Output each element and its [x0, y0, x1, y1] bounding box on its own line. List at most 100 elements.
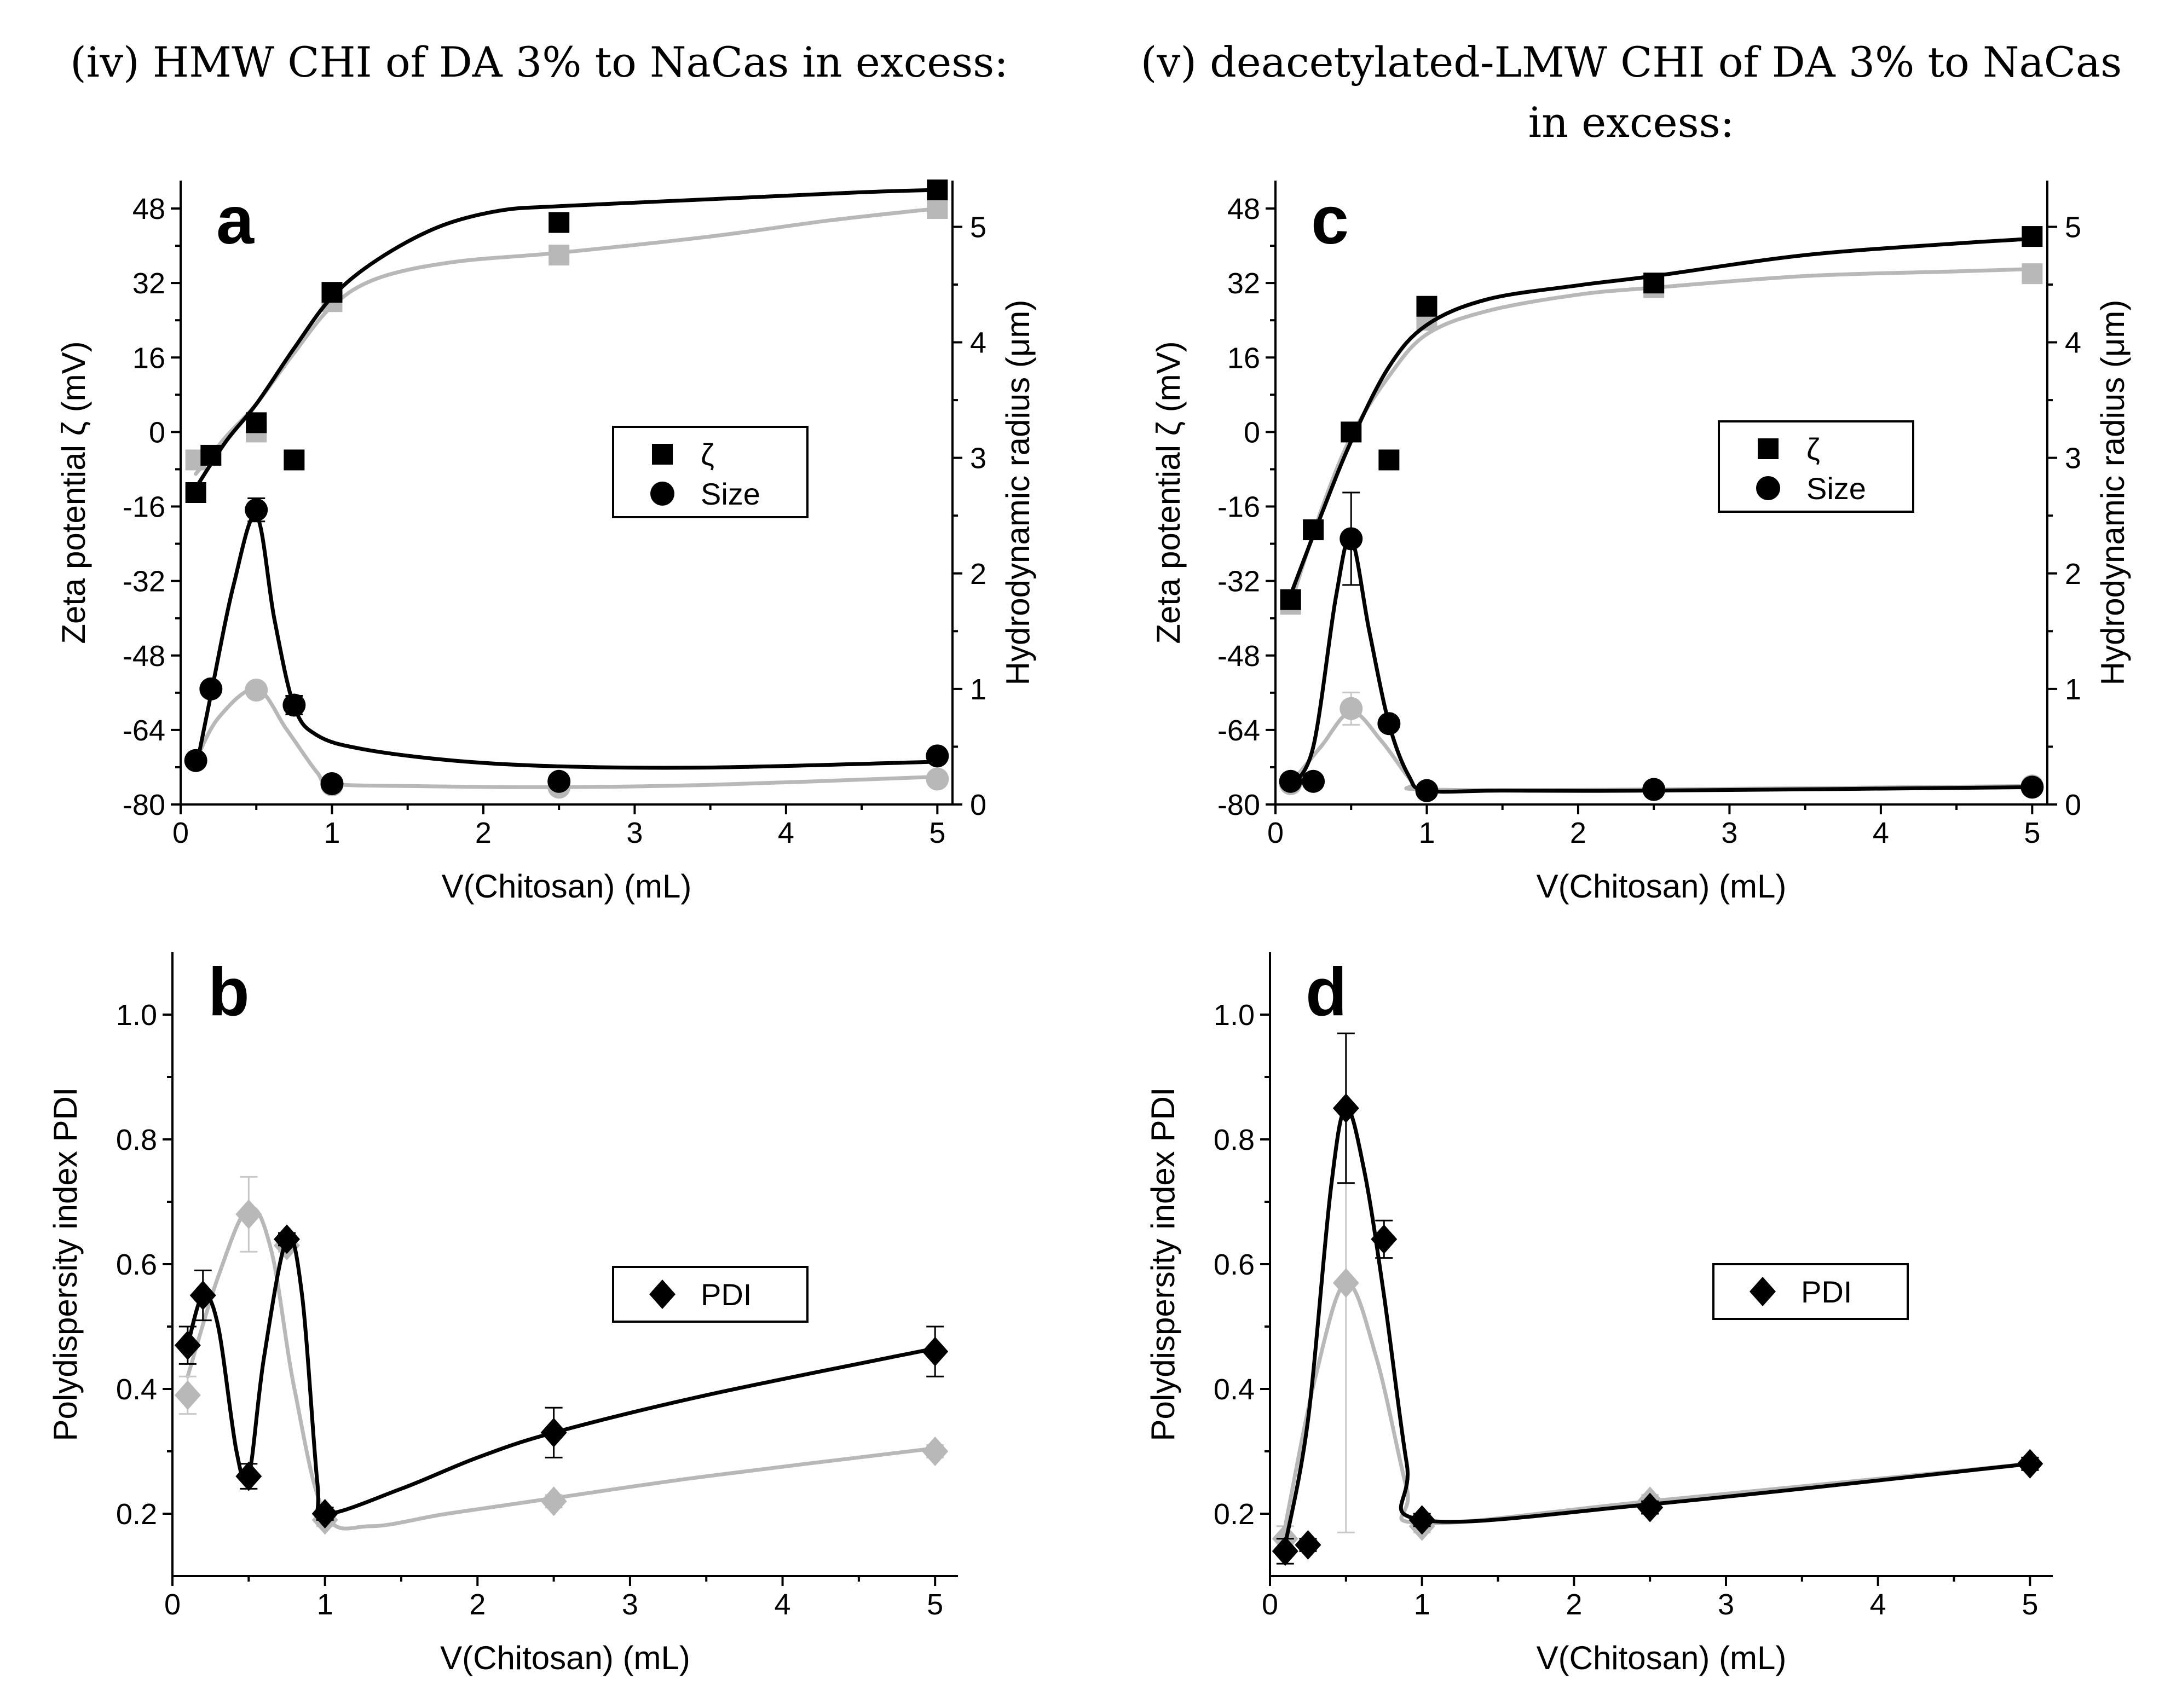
data-point-diamond [1371, 1224, 1398, 1254]
y-tick-label: -32 [123, 565, 165, 598]
y-tick-label: -48 [123, 640, 165, 673]
series-square-light [185, 198, 948, 476]
data-point-diamond [922, 1336, 949, 1367]
y-tick-label: 0.4 [116, 1373, 157, 1406]
x-tick-label: 2 [475, 817, 492, 849]
data-point-square [1643, 273, 1665, 294]
data-point-circle [1415, 779, 1439, 802]
legend-box [1718, 420, 1914, 513]
y-tick-label: 48 [1227, 193, 1260, 225]
x-tick-label: 3 [1718, 1588, 1734, 1621]
y2-tick-label: 4 [970, 327, 986, 360]
data-point-diamond [1272, 1536, 1298, 1566]
y2-tick-label: 2 [970, 558, 986, 590]
legend: PDI [1712, 1263, 1909, 1320]
data-point-square [185, 482, 206, 503]
y-tick-label: 32 [1227, 267, 1260, 300]
y-tick-label: 0.4 [1214, 1373, 1255, 1406]
data-point-circle [245, 498, 268, 522]
series-line [1289, 710, 2034, 792]
y-axis-label: Zeta potential ζ (mV) [1150, 341, 1187, 644]
series-line [1283, 1106, 2032, 1547]
data-point-circle [1340, 527, 1363, 551]
data-point-square [246, 412, 267, 433]
data-point-diamond [235, 1199, 262, 1229]
y2-tick-label: 4 [2065, 327, 2081, 360]
y2-tick-label: 3 [970, 442, 986, 475]
x-tick-label: 5 [927, 1588, 943, 1621]
data-point-circle [926, 767, 949, 791]
x-tick-label: 4 [778, 817, 794, 849]
x-axis-label: V(Chitosan) (mL) [1537, 1640, 1787, 1676]
x-tick-label: 3 [626, 817, 643, 849]
y-tick-label: -80 [1217, 789, 1260, 821]
x-tick-label: 5 [929, 817, 945, 849]
x-axis-label: V(Chitosan) (mL) [1537, 868, 1787, 905]
x-tick-label: 5 [2022, 1588, 2038, 1621]
y-tick-label: 16 [1227, 341, 1260, 374]
legend-box [612, 426, 809, 518]
data-point-diamond [235, 1461, 262, 1491]
x-tick-label: 5 [2024, 817, 2040, 849]
data-point-square [284, 449, 305, 471]
legend-label: PDI [1801, 1275, 1852, 1309]
y-tick-label: 32 [132, 267, 165, 300]
x-tick-label: 0 [172, 817, 189, 849]
legend: ζ Size [612, 426, 809, 518]
data-point-square [2022, 226, 2043, 247]
data-point-square [927, 198, 948, 219]
y2-axis-label: Hydrodynamic radius (μm) [2094, 300, 2131, 686]
data-point-circle [1377, 712, 1401, 736]
data-point-diamond [273, 1224, 300, 1254]
y-axis-label: Zeta potential ζ (mV) [55, 341, 92, 644]
title-left: (iv) HMW CHI of DA 3% to NaCas in excess… [70, 38, 1008, 86]
data-point-circle [320, 772, 344, 795]
y2-axis-label: Hydrodynamic radius (μm) [1000, 300, 1036, 686]
legend-label: ζ [1806, 432, 1820, 466]
y-tick-label: 0.8 [1214, 1124, 1255, 1156]
y2-tick-label: 1 [970, 673, 986, 706]
data-point-diamond [311, 1499, 338, 1528]
title-right-line2: in excess: [1528, 98, 1734, 147]
x-tick-label: 0 [1262, 1588, 1278, 1621]
data-point-diamond [1295, 1530, 1321, 1560]
series-diamond-dark [1272, 1032, 2043, 1566]
y-tick-label: 1.0 [1214, 999, 1255, 1032]
x-axis-label: V(Chitosan) (mL) [442, 868, 692, 905]
data-point-circle [1642, 778, 1666, 801]
series-diamond-dark [174, 1224, 949, 1528]
x-axis-label: V(Chitosan) (mL) [440, 1640, 690, 1676]
data-point-circle [245, 679, 268, 702]
y-tick-label: -16 [123, 491, 165, 524]
x-tick-label: 2 [469, 1588, 486, 1621]
data-point-diamond [540, 1417, 567, 1448]
data-point-diamond [174, 1330, 201, 1360]
panel-letter: c [1311, 183, 1349, 258]
legend-diamond-icon [649, 1279, 676, 1309]
legend-diamond-icon [1750, 1277, 1776, 1306]
series-circle-dark [184, 497, 949, 795]
data-point-circle [184, 749, 207, 772]
legend: PDI [612, 1266, 809, 1323]
y-tick-label: 0.2 [116, 1498, 157, 1531]
y-tick-label: 16 [132, 341, 165, 374]
data-point-square [1378, 449, 1400, 471]
y-tick-label: 0.6 [116, 1248, 157, 1281]
data-point-square [321, 282, 343, 303]
legend-circle-icon [650, 482, 674, 506]
data-point-square [1341, 421, 1362, 443]
x-tick-label: 1 [317, 1588, 333, 1621]
y2-tick-label: 0 [970, 789, 986, 821]
series-line [186, 1235, 937, 1516]
panel-letter: d [1306, 954, 1347, 1030]
series-line [1289, 236, 2034, 597]
data-point-circle [1302, 769, 1325, 793]
y-tick-label: -32 [1217, 565, 1260, 598]
x-tick-label: 2 [1570, 817, 1586, 849]
series-line [1289, 536, 2034, 794]
y-tick-label: 1.0 [116, 999, 157, 1032]
y2-tick-label: 3 [2065, 442, 2081, 475]
